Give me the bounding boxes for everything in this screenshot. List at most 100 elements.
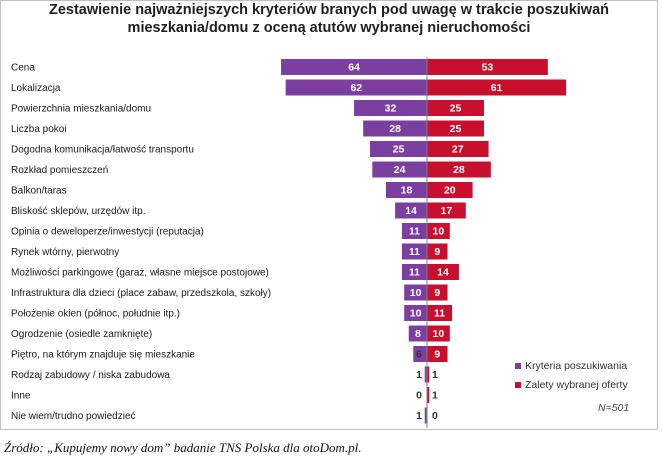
category-label: Nie wiem/trudno powiedzieć — [11, 411, 136, 422]
category-label: Rodzaj zabudowy / niska zabudowa — [11, 370, 170, 381]
value-label-search-criteria: 18 — [401, 185, 413, 197]
value-label-search-criteria: 11 — [409, 246, 420, 258]
value-label-offer-advantages: 1 — [432, 390, 438, 402]
bar-search-criteria — [372, 161, 427, 178]
bar-offer-advantages — [427, 141, 489, 157]
value-label-offer-advantages: 0 — [432, 410, 438, 422]
value-label-offer-advantages: 53 — [482, 62, 494, 74]
bar-search-criteria — [404, 284, 427, 301]
bar-offer-advantages — [427, 202, 466, 219]
value-label-search-criteria: 64 — [348, 62, 360, 74]
bar-search-criteria — [413, 346, 427, 362]
value-label-offer-advantages: 27 — [452, 144, 464, 156]
bar-offer-advantages — [427, 79, 567, 96]
bar-offer-advantages — [427, 100, 484, 116]
value-label-search-criteria: 10 — [410, 287, 422, 299]
bar-offer-advantages — [427, 305, 453, 321]
bar-search-criteria — [401, 243, 427, 260]
legend-item-search-criteria: Kryteria poszukiwania — [515, 356, 628, 375]
value-label-search-criteria: 28 — [389, 123, 401, 135]
bar-search-criteria — [370, 141, 427, 157]
bar-offer-advantages — [427, 325, 450, 342]
category-label: Lokalizacja — [11, 83, 61, 94]
bar-search-criteria — [401, 264, 427, 280]
value-label-search-criteria: 8 — [415, 328, 421, 340]
value-label-search-criteria: 0 — [416, 390, 422, 402]
value-label-search-criteria: 11 — [409, 226, 420, 238]
value-label-offer-advantages: 14 — [437, 267, 449, 279]
legend: Kryteria poszukiwania Zalety wybranej of… — [515, 356, 628, 394]
value-label-search-criteria: 10 — [410, 308, 422, 320]
bar-search-criteria — [363, 120, 427, 137]
category-label: Rozkład pomieszczeń — [11, 165, 108, 176]
category-label: Inne — [11, 391, 31, 402]
bar-search-criteria — [395, 202, 427, 219]
bar-offer-advantages — [427, 59, 548, 75]
source-caption: Źródło: „Kupujemy nowy dom” badanie TNS … — [4, 440, 362, 455]
bar-search-criteria — [424, 366, 427, 383]
value-label-offer-advantages: 17 — [441, 205, 453, 217]
bar-offer-advantages — [427, 161, 491, 178]
category-label: Piętro, na którym znajduje się mieszkani… — [11, 350, 195, 361]
bar-search-criteria — [424, 407, 427, 424]
value-label-offer-advantages: 9 — [434, 287, 440, 299]
value-label-offer-advantages: 1 — [432, 369, 438, 381]
category-label: Cena — [11, 63, 35, 74]
value-label-search-criteria: 1 — [416, 369, 422, 381]
chart-title-line-2: mieszkania/domu z oceną atutów wybranej … — [127, 20, 531, 36]
bar-offer-advantages — [427, 346, 448, 362]
value-label-search-criteria: 25 — [393, 144, 405, 156]
value-label-search-criteria: 32 — [385, 103, 397, 115]
chart-title: Zestawienie najważniejszych kryteriów br… — [0, 1, 658, 37]
value-label-search-criteria: 24 — [394, 164, 406, 176]
category-label: Możliwości parkingowe (garaż, własne mie… — [11, 268, 269, 279]
category-label: Rynek wtórny, pierwotny — [11, 247, 119, 258]
value-label-offer-advantages: 61 — [491, 82, 503, 94]
category-label: Infrastruktura dla dzieci (place zabaw, … — [11, 288, 271, 299]
value-label-offer-advantages: 9 — [434, 349, 440, 361]
legend-label-offer-advantages: Zalety wybranej oferty — [525, 378, 628, 391]
value-label-offer-advantages: 28 — [453, 164, 465, 176]
value-label-search-criteria: 14 — [405, 205, 417, 217]
bar-offer-advantages — [427, 182, 473, 198]
bar-offer-advantages — [427, 243, 448, 260]
bar-offer-advantages — [427, 120, 484, 137]
sample-size-note: N=501 — [598, 402, 630, 414]
legend-label-search-criteria: Kryteria poszukiwania — [525, 359, 628, 372]
category-label: Położenie okien (północ, południe itp.) — [11, 309, 180, 320]
value-label-offer-advantages: 25 — [450, 103, 462, 115]
category-label: Bliskość sklepów, urzędów itp. — [11, 206, 146, 217]
chart-title-line-1: Zestawienie najważniejszych kryteriów br… — [48, 2, 610, 18]
legend-swatch-search-criteria — [515, 362, 521, 369]
bar-offer-advantages — [427, 387, 430, 403]
value-label-offer-advantages: 10 — [433, 226, 445, 238]
value-label-offer-advantages: 11 — [434, 308, 445, 320]
category-label: Balkon/taras — [11, 186, 67, 197]
bar-search-criteria — [408, 325, 427, 342]
category-label: Powierzchnia mieszkania/domu — [11, 104, 151, 115]
bar-search-criteria — [401, 223, 427, 239]
category-label: Opinia o deweloperze/inwestycji (reputac… — [11, 227, 204, 238]
category-label: Ogrodzenie (osiedle zamknięte) — [11, 329, 152, 340]
value-label-offer-advantages: 9 — [434, 246, 440, 258]
bar-offer-advantages — [427, 264, 459, 280]
legend-swatch-offer-advantages — [515, 381, 521, 388]
value-label-search-criteria: 11 — [409, 267, 420, 279]
value-label-offer-advantages: 25 — [450, 123, 462, 135]
bar-search-criteria — [281, 59, 427, 75]
value-label-search-criteria: 6 — [416, 349, 422, 361]
value-label-search-criteria: 62 — [350, 82, 362, 94]
bar-search-criteria — [285, 79, 427, 96]
bar-offer-advantages — [427, 284, 448, 301]
value-label-offer-advantages: 10 — [433, 328, 445, 340]
category-label: Dogodna komunikacja/łatwość transportu — [11, 145, 194, 156]
bar-search-criteria — [385, 182, 427, 198]
legend-item-offer-advantages: Zalety wybranej oferty — [515, 375, 628, 394]
bar-search-criteria — [354, 100, 427, 116]
value-label-offer-advantages: 20 — [444, 185, 456, 197]
bar-search-criteria — [404, 305, 427, 321]
category-label: Liczba pokoi — [11, 124, 67, 135]
bar-offer-advantages — [427, 366, 430, 383]
value-label-search-criteria: 1 — [416, 410, 422, 422]
